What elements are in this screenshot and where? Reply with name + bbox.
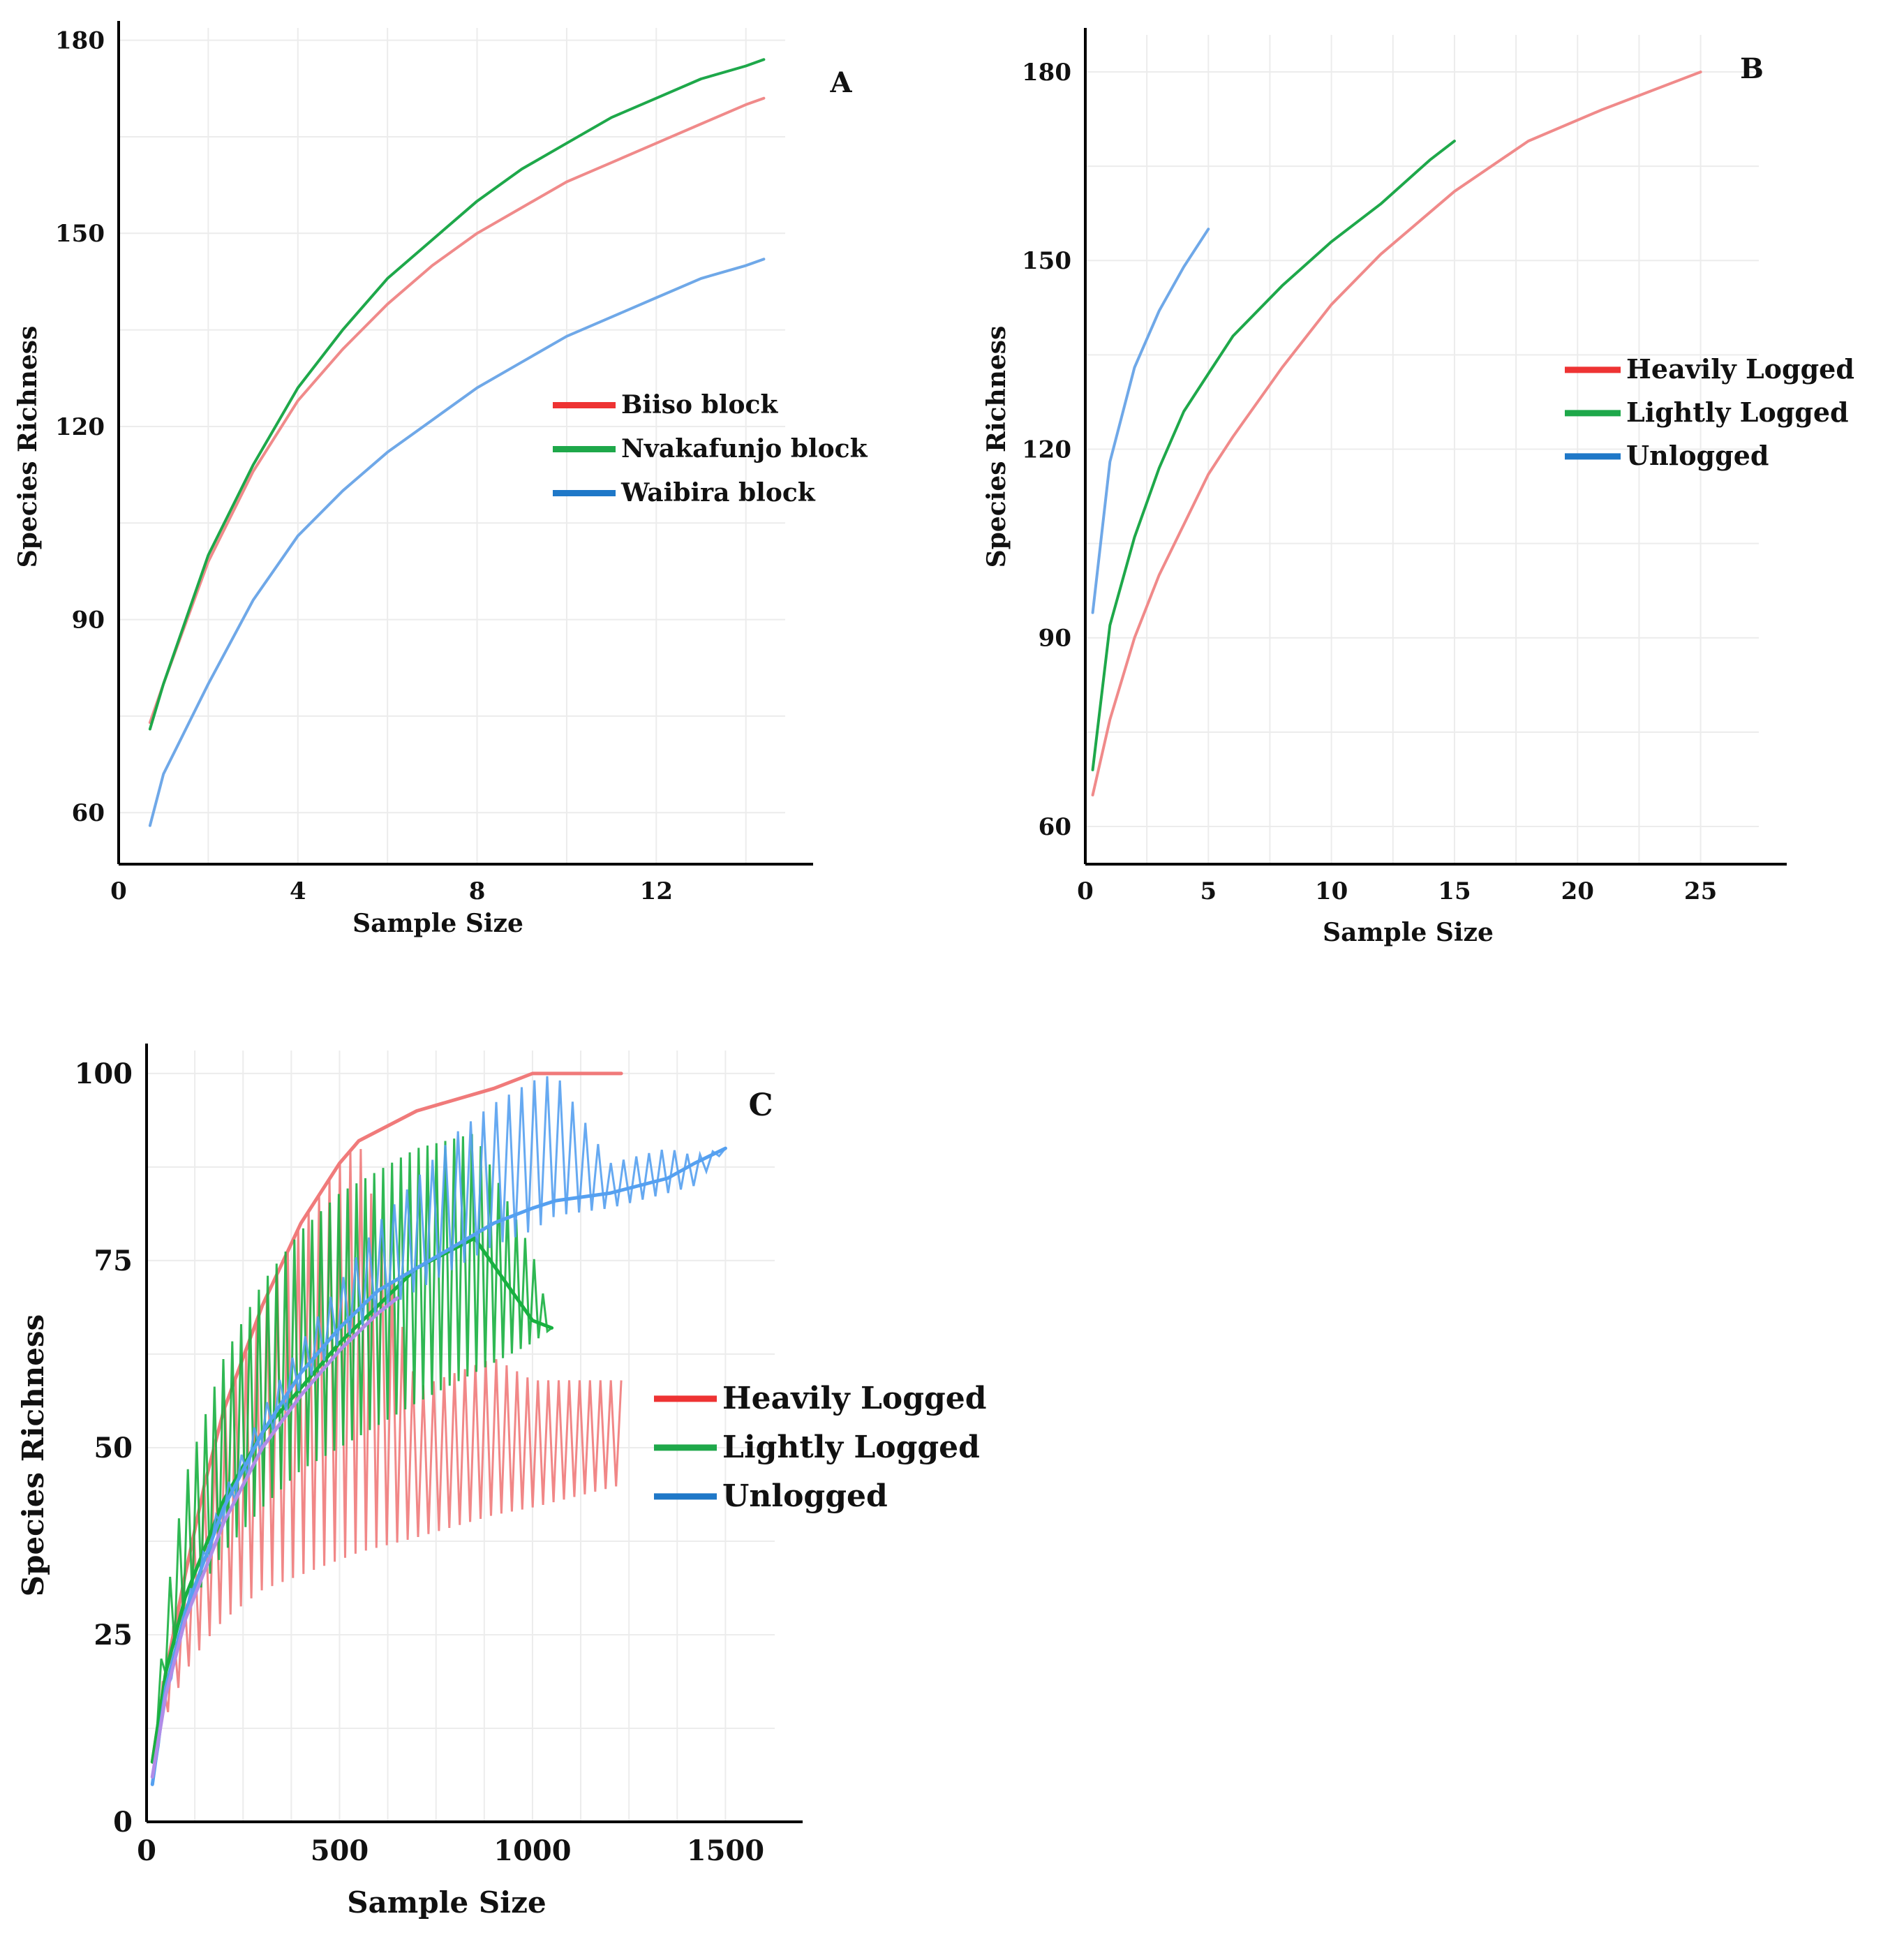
panel-b-chart: 0 5 10 15 20 25 60 90 120 150 180 Sample Size Specie… <box>982 28 1854 947</box>
x-tick-label: 15 <box>1438 877 1471 905</box>
series-line-unlogged <box>150 1146 727 1786</box>
series-line-biiso-block <box>148 96 766 725</box>
panel-label: A <box>829 66 852 99</box>
y-tick-label: 120 <box>1022 436 1071 463</box>
x-tick-label: 20 <box>1561 877 1594 905</box>
panel-a-chart: 0 4 8 12 60 90 120 150 180 Sample Size Species Ric… <box>13 21 868 938</box>
x-tick-label: 10 <box>1315 877 1348 905</box>
legend-label: Waibira block <box>620 478 816 507</box>
y-tick-label: 25 <box>94 1619 133 1652</box>
x-tick-label: 500 <box>311 1834 369 1867</box>
x-tick-label: 12 <box>640 877 673 905</box>
x-tick-label: 4 <box>290 877 306 905</box>
y-tick-label: 120 <box>55 413 105 441</box>
x-tick-label: 5 <box>1200 877 1217 905</box>
y-tick-label: 50 <box>94 1432 133 1464</box>
x-tick-label: 0 <box>110 877 127 905</box>
y-tick-label: 90 <box>72 606 105 634</box>
y-axis-title: Species Richness <box>13 326 43 568</box>
legend-label: Unlogged <box>722 1478 888 1514</box>
x-axis-title: Sample Size <box>347 1885 546 1920</box>
x-tick-label: 0 <box>137 1834 156 1867</box>
y-tick-label: 180 <box>55 27 105 55</box>
x-tick-label: 8 <box>469 877 486 905</box>
x-tick-label: 25 <box>1684 877 1717 905</box>
legend-label: Nvakafunjo block <box>621 434 868 463</box>
y-axis-title: Species Richness <box>16 1314 50 1596</box>
series-line-lightly-logged <box>1091 140 1456 771</box>
y-tick-label: 75 <box>94 1245 133 1277</box>
y-axis-title: Species Richness <box>982 326 1011 568</box>
y-tick-label: 60 <box>72 799 105 827</box>
legend-label: Biiso block <box>621 390 778 420</box>
plot-area <box>148 58 766 827</box>
legend-label: Lightly Logged <box>722 1430 980 1465</box>
legend: Biiso block Nvakafunjo block Waibira block <box>553 390 868 507</box>
plot-area <box>150 1071 727 1786</box>
x-tick-label: 0 <box>1077 877 1094 905</box>
axes: 0 500 1000 1500 0 25 50 75 100 Sample Size Species… <box>16 1044 803 1920</box>
legend: Heavily Logged Lightly Logged Unlogged <box>1565 353 1854 471</box>
legend-label: Lightly Logged <box>1626 396 1849 428</box>
axes: 0 5 10 15 20 25 60 90 120 150 180 Sample Size Specie… <box>982 28 1787 947</box>
legend-label: Heavily Logged <box>722 1381 987 1416</box>
panel-c-chart: 0 500 1000 1500 0 25 50 75 100 Sample Size Species… <box>16 1044 987 1920</box>
y-tick-label: 150 <box>55 220 105 248</box>
y-tick-label: 180 <box>1022 59 1071 87</box>
series-band-lightly-logged <box>151 1134 553 1763</box>
axes: 0 4 8 12 60 90 120 150 180 Sample Size Species Ric… <box>13 21 813 938</box>
panel-label: B <box>1740 52 1764 85</box>
panel-label: C <box>748 1088 773 1123</box>
x-axis-title: Sample Size <box>352 909 523 938</box>
y-tick-label: 100 <box>75 1058 133 1090</box>
x-tick-label: 1500 <box>687 1834 764 1867</box>
x-tick-label: 1000 <box>493 1834 571 1867</box>
series-line-heavily-logged <box>1091 71 1702 796</box>
plot-area <box>1091 71 1702 796</box>
legend-label: Unlogged <box>1626 440 1769 471</box>
series-line-lightly-logged <box>150 1236 554 1764</box>
series-band-heavily-logged <box>151 1149 623 1763</box>
y-tick-label: 0 <box>113 1806 133 1839</box>
series-line-waibira-block <box>148 258 766 827</box>
series-line-nvakafunjo-block <box>148 58 766 731</box>
series-line-mean <box>150 1296 399 1779</box>
gridlines <box>146 1051 775 1823</box>
y-tick-label: 60 <box>1039 813 1071 841</box>
y-tick-label: 90 <box>1039 625 1071 653</box>
legend: Heavily Logged Lightly Logged Unlogged <box>654 1381 987 1514</box>
x-axis-title: Sample Size <box>1323 918 1494 947</box>
series-line-unlogged <box>1091 228 1210 614</box>
legend-label: Heavily Logged <box>1626 353 1854 385</box>
y-tick-label: 150 <box>1022 247 1071 275</box>
